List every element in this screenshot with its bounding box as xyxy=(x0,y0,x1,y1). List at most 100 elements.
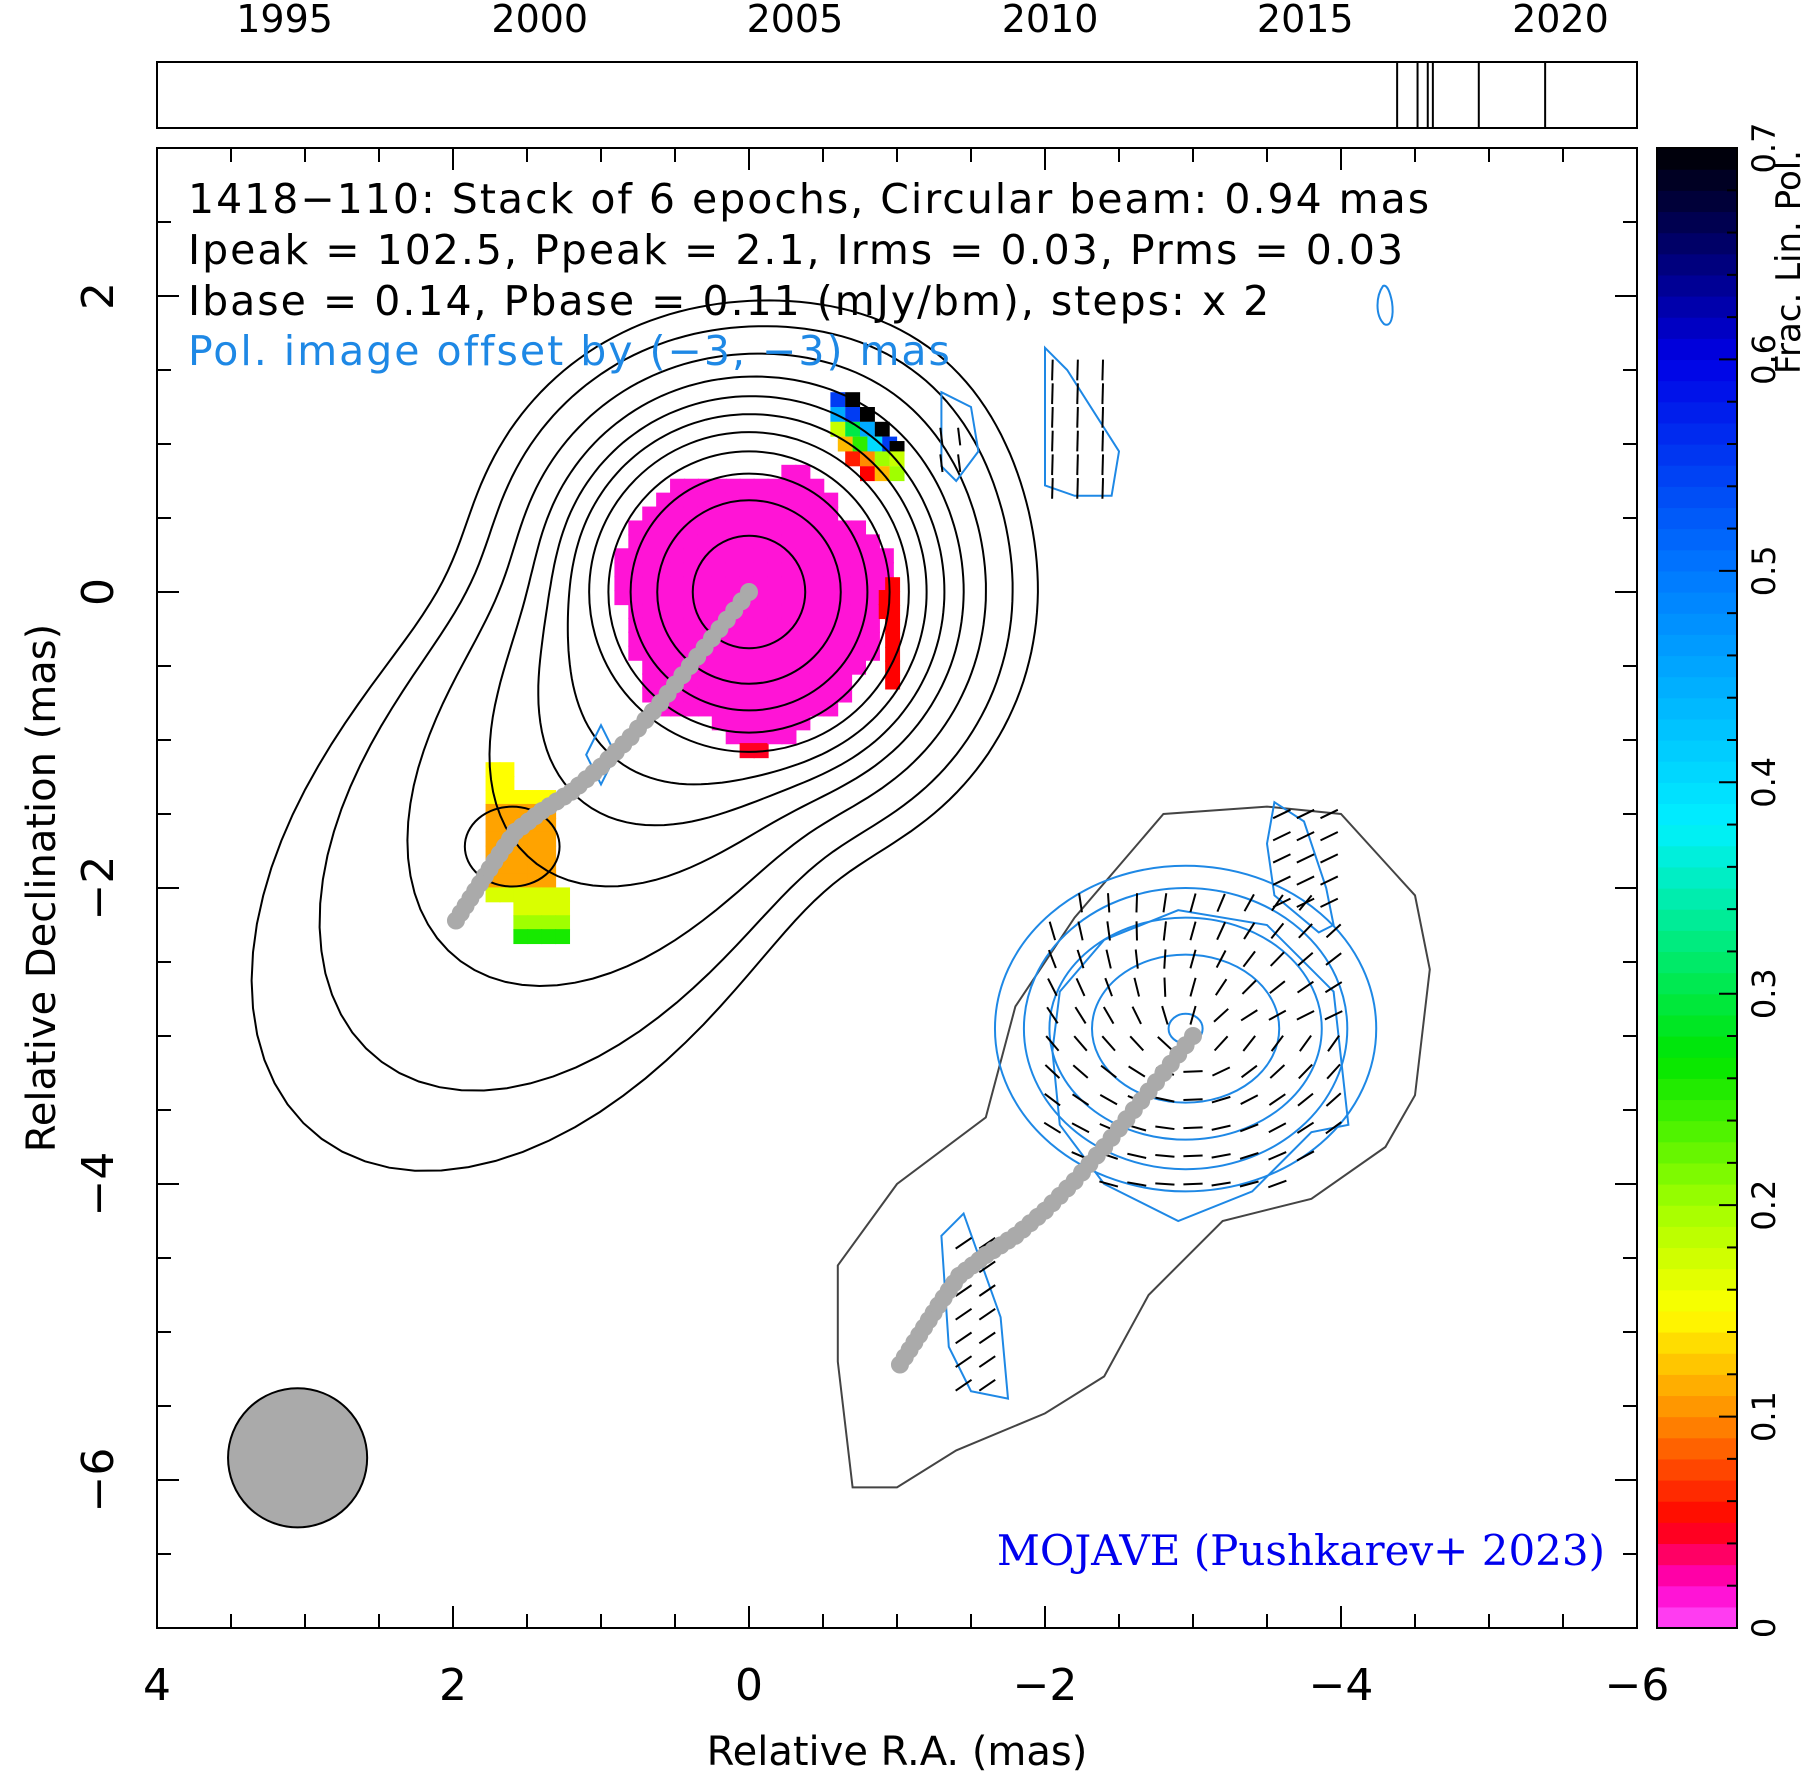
evpa-stick xyxy=(1320,853,1339,864)
colorbar-segment xyxy=(1657,824,1737,847)
evpa-stick xyxy=(939,454,944,473)
pol-pixel xyxy=(711,687,727,703)
pol-pixel xyxy=(795,631,811,647)
pol-pixel xyxy=(513,915,529,931)
evpa-stick xyxy=(1134,949,1139,969)
pol-pixel xyxy=(656,631,672,647)
pol-pixel xyxy=(781,576,797,592)
evpa-stick xyxy=(1100,1064,1117,1079)
evpa-stick xyxy=(1183,1126,1203,1130)
colorbar-segment xyxy=(1657,486,1737,509)
colorbar-segment xyxy=(1657,655,1737,678)
pol-pixel xyxy=(850,603,867,620)
evpa-stick xyxy=(1325,952,1342,966)
x-axis-label: Relative R.A. (mas) xyxy=(707,1729,1088,1775)
pol-pixel xyxy=(541,831,557,847)
pol-pixel xyxy=(809,520,825,536)
pol-pixel xyxy=(809,506,825,522)
evpa-stick xyxy=(1043,1121,1062,1134)
evpa-stick xyxy=(978,1236,996,1250)
colorbar-segment xyxy=(1657,1353,1737,1375)
pol-pixel xyxy=(670,492,686,508)
pol-pixel xyxy=(852,436,868,452)
pol-pixel xyxy=(850,645,867,661)
colorbar-segment xyxy=(1657,845,1737,868)
pol-pixel xyxy=(837,548,853,564)
pol-pixel xyxy=(767,590,783,606)
evpa-stick xyxy=(1216,921,1227,941)
colorbar-segment xyxy=(1657,148,1737,170)
pol-pixel xyxy=(642,562,658,578)
evpa-stick xyxy=(1325,923,1342,939)
colorbar-segment xyxy=(1657,296,1737,318)
pol-pixel xyxy=(823,659,839,675)
evpa-stick xyxy=(1268,1009,1287,1021)
colorbar-segment xyxy=(1657,930,1737,953)
evpa-stick xyxy=(1051,454,1054,476)
pol-pixel xyxy=(683,701,700,717)
pol-pixel xyxy=(867,436,883,452)
evpa-stick xyxy=(1183,1154,1203,1158)
pol-pixel xyxy=(670,590,686,606)
pol-pixel xyxy=(878,548,894,564)
pol-pixel xyxy=(485,887,501,903)
pol-pixel xyxy=(781,673,797,689)
evpa-stick xyxy=(1189,921,1197,941)
evpa-stick xyxy=(1077,921,1084,941)
pol-pixel xyxy=(767,617,783,633)
pol-pixel xyxy=(642,534,658,550)
pol-pixel xyxy=(823,534,839,550)
colorbar-segment xyxy=(1657,1205,1737,1227)
evpa-stick xyxy=(1101,383,1105,405)
colorbar-segment xyxy=(1657,1585,1737,1608)
pol-pixel xyxy=(837,534,853,550)
pol-pixel xyxy=(527,915,543,931)
x-tick-labels: 4 2 0 −2 −4 −6 xyxy=(143,1660,1669,1711)
colorbar-segment xyxy=(1657,1057,1737,1079)
evpa-stick xyxy=(1296,875,1315,886)
pol-pixel xyxy=(670,548,686,564)
colorbar-segment xyxy=(1657,1458,1737,1481)
pol-pixel xyxy=(809,534,825,550)
pol-pixel xyxy=(795,701,811,717)
evpa-stick xyxy=(1296,831,1315,842)
y-tick-label: 0 xyxy=(73,578,124,606)
pol-pixel xyxy=(485,790,501,805)
timeline-frame xyxy=(156,61,1638,129)
pol-pixel xyxy=(527,859,543,875)
evpa-stick xyxy=(1268,1093,1286,1106)
evpa-stick xyxy=(955,1284,973,1297)
evpa-stick xyxy=(1127,1152,1147,1159)
pol-pixel xyxy=(823,576,839,592)
pol-pixel xyxy=(541,859,557,875)
pol-pixel xyxy=(614,562,630,578)
evpa-stick xyxy=(1044,1093,1061,1107)
evpa-stick xyxy=(1076,430,1079,452)
pol-pixel xyxy=(864,562,880,578)
pol-pixel xyxy=(656,534,672,550)
evpa-stick xyxy=(1106,921,1111,941)
evpa-stick xyxy=(1076,478,1079,499)
pol-pixel xyxy=(767,548,783,564)
colorbar-segment xyxy=(1657,888,1737,910)
evpa-stick xyxy=(1074,1006,1087,1024)
pol-pixel xyxy=(781,631,797,647)
evpa-stick xyxy=(1270,1035,1284,1052)
evpa-stick xyxy=(1106,893,1111,913)
colorbar-segment xyxy=(1657,1543,1737,1566)
evpa-stick xyxy=(1131,1006,1142,1025)
stokes-i-contours xyxy=(250,299,1039,1172)
evpa-stick xyxy=(978,1260,996,1274)
timeline-epoch-marks xyxy=(1396,62,1547,128)
pol-pixel xyxy=(711,562,727,578)
evpa-stick xyxy=(1325,1121,1342,1135)
y-tick-label: 2 xyxy=(73,282,124,310)
colorbar-segment xyxy=(1657,1606,1737,1629)
colorbar-tick-label: 0.6 xyxy=(1745,334,1783,385)
pol-pixel xyxy=(823,645,839,661)
pol-pixel xyxy=(683,492,700,508)
stokes-i-contour xyxy=(607,450,891,734)
pol-pixel xyxy=(845,407,861,422)
evpa-stick xyxy=(1272,808,1291,820)
